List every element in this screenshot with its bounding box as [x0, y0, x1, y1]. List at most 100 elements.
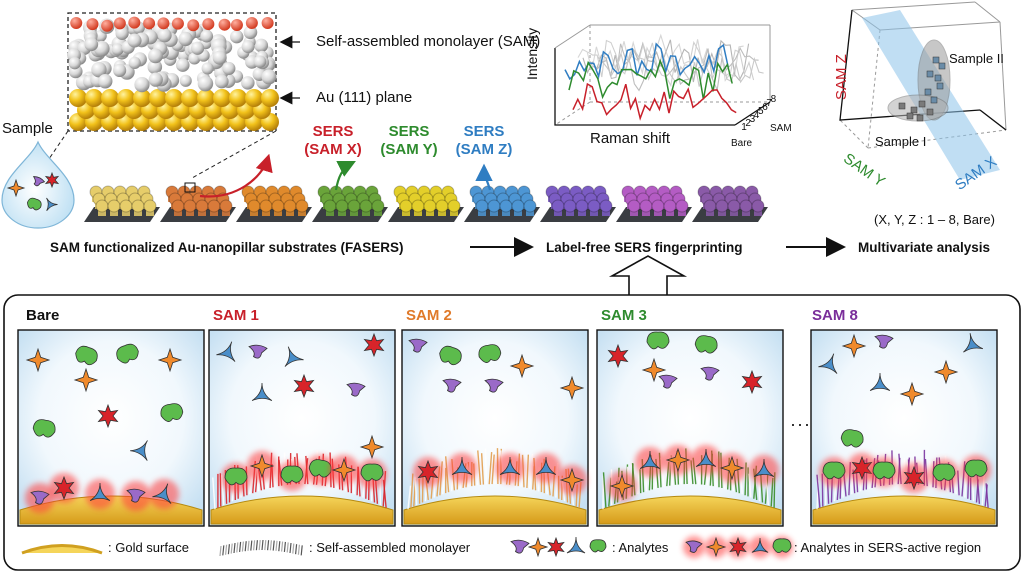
raman-depth-label: 6 — [762, 102, 768, 113]
analyte-bean — [646, 331, 670, 350]
nanopillar-cap — [663, 199, 677, 213]
terminal-atom — [230, 18, 243, 31]
sam-atom — [178, 31, 193, 47]
sam-atom — [214, 74, 229, 89]
nanopillar-cap — [551, 199, 565, 213]
analyte-bean — [822, 461, 846, 480]
sample-1-point — [926, 108, 934, 116]
raman-depth-label: 2 — [745, 118, 751, 129]
analyte-sparkle — [609, 473, 635, 499]
legend-sam-text: : Self-assembled monolayer — [309, 540, 471, 555]
analyte-hook — [442, 378, 462, 393]
nanopillar-cap — [703, 199, 717, 213]
sers-tag-y: SERS (SAM Y) — [374, 123, 444, 159]
substrate-6 — [464, 185, 540, 222]
analyte-hook — [484, 378, 504, 393]
raman-spectrum-highlight — [564, 42, 729, 81]
analyte-tripod — [751, 537, 769, 553]
sam-atom — [134, 77, 150, 93]
nanopillar-cap — [95, 199, 109, 213]
nanopillar-cap — [727, 199, 741, 213]
gold-surface — [812, 495, 996, 525]
sam-fiber — [816, 474, 821, 508]
sam-atom — [113, 63, 127, 78]
sample-2-point — [926, 70, 934, 78]
sam-atom — [147, 59, 163, 75]
analyte-bean — [772, 538, 792, 554]
substrate-4 — [312, 185, 388, 222]
sers-tag-z-line1: SERS — [463, 123, 505, 140]
raman-spectrum-highlight — [572, 82, 737, 121]
sam-fiber — [529, 453, 534, 489]
nanopillar-cap — [219, 199, 233, 213]
nanopillar-cap — [283, 199, 297, 213]
analyte-tripod — [753, 458, 775, 477]
axis-label-sam-z: SAM Z — [833, 54, 850, 100]
sam-atom — [148, 72, 163, 87]
substrate-5 — [388, 185, 464, 222]
raman-front-axes — [554, 48, 735, 126]
legend-fiber — [225, 544, 228, 555]
analyte-bean — [964, 459, 988, 478]
sam-atom — [253, 55, 267, 69]
nanopillar-cap — [247, 199, 261, 213]
analyte-hook — [346, 382, 366, 397]
nanopillar-cap — [183, 199, 197, 213]
nanopillar-cap — [195, 199, 209, 213]
analyte-sparkle — [705, 536, 727, 558]
sample-1-label: Sample I — [875, 134, 927, 149]
nanopillar-cap — [359, 199, 373, 213]
analyte-sparkle — [249, 453, 275, 479]
terminal-atom — [70, 17, 83, 30]
raman-spectra-plot — [554, 24, 771, 126]
raman-depth-label: 8 — [770, 94, 777, 105]
terminal-atom — [218, 18, 231, 31]
legend-fiber — [250, 540, 253, 551]
legend-fiber — [278, 541, 281, 552]
sers-tag-z-line2: (SAM Z) — [455, 141, 513, 158]
analyte-bean — [224, 467, 248, 486]
gold-atom — [197, 89, 215, 107]
nanopillar-cap — [651, 199, 665, 213]
legend-fiber — [244, 541, 247, 552]
sam-fiber — [494, 458, 497, 485]
panel-bare — [17, 329, 205, 527]
analyte-sparkle — [841, 333, 867, 359]
analyte-tripod — [963, 333, 984, 353]
zoom-marker — [184, 182, 196, 193]
legend-gold-text: : Gold surface — [108, 540, 189, 555]
sample-1-point — [906, 112, 914, 120]
nanopillar-cap — [639, 199, 653, 213]
analyte-tripod — [695, 448, 717, 467]
analyte-bean — [478, 344, 502, 363]
nanopillar-cap — [107, 199, 121, 213]
analyte-hook — [30, 490, 50, 505]
nanopillar-cap — [335, 199, 349, 213]
legend-fiber — [247, 540, 250, 551]
analyte-bean — [27, 197, 42, 211]
analyte-tripod — [152, 483, 172, 504]
panel-title-sam1: SAM 1 — [213, 307, 259, 324]
legend-fiber — [289, 542, 292, 554]
analyte-star — [729, 536, 747, 558]
panel-frame — [208, 329, 396, 527]
analyte-sparkle — [641, 357, 667, 383]
nanopillar-cap — [323, 199, 337, 213]
analyte-bean — [932, 463, 956, 482]
gold-atom — [229, 89, 247, 107]
gold-surface — [403, 495, 587, 525]
nanopillar-cap — [675, 199, 689, 213]
legend-fiber — [281, 541, 284, 552]
raman-spectrum-highlight — [568, 58, 733, 100]
sam-fiber — [444, 456, 450, 493]
analyte-sparkle — [6, 178, 26, 198]
sample-1-point — [916, 114, 924, 122]
legend-gold-icon — [21, 544, 103, 555]
analyte-bean — [160, 403, 184, 422]
nanopillar-cap — [347, 199, 361, 213]
nanopillar-cap — [259, 199, 273, 213]
sam-atom — [111, 43, 124, 56]
legend-fiber — [255, 540, 258, 551]
legend-fiber — [227, 544, 230, 555]
gold-atom — [101, 89, 119, 107]
